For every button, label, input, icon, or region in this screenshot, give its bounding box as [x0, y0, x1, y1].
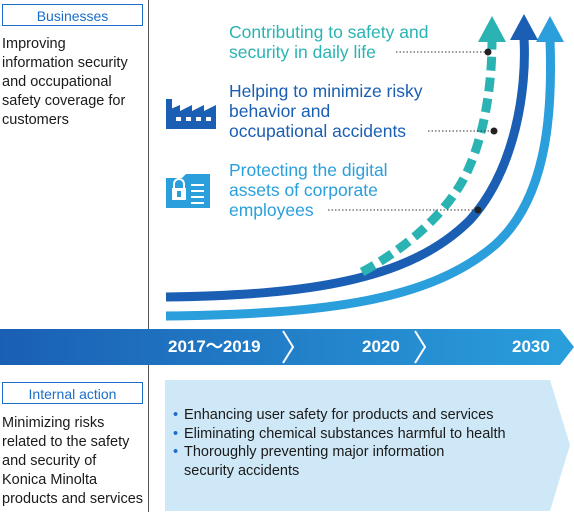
light-blue-arrow-curve	[165, 39, 556, 321]
action-line: Eliminating chemical substances harmful …	[184, 425, 506, 442]
timeline-label-2017-2019: 2017～2019	[168, 337, 261, 356]
leader-dot-2	[490, 127, 498, 135]
item-line: Helping to minimize risky	[229, 81, 423, 101]
action-line: Thoroughly preventing major information	[184, 444, 445, 460]
teal-dashed-arrow-head	[478, 16, 506, 42]
dark-blue-arrow-head	[510, 14, 538, 40]
item-line: security in daily life	[229, 42, 376, 62]
internal-line: Konica Minolta	[2, 472, 98, 488]
light-blue-arrow-head	[536, 16, 564, 42]
teal-dashed-arrow-curve	[359, 39, 497, 276]
leader-dot-1	[484, 48, 492, 56]
internal-action-label: Internal action	[2, 382, 143, 404]
businesses-description: Improving information security and occup…	[2, 35, 148, 130]
divider-top	[148, 0, 149, 329]
internal-line: products and services	[2, 491, 144, 507]
item-line: Protecting the digital	[229, 160, 388, 180]
item-protect-digital-assets: Protecting the digital assets of corpora…	[229, 160, 388, 220]
internal-line: and security of	[2, 453, 97, 469]
growth-arrows	[165, 14, 564, 321]
dark-blue-arrow-curve	[165, 37, 529, 302]
factory-icon	[166, 99, 216, 129]
businesses-line: safety coverage for	[2, 93, 126, 109]
businesses-line: and occupational	[2, 74, 112, 90]
item-line: employees	[229, 200, 314, 220]
item-safety-daily-life: Contributing to safety and security in d…	[229, 22, 428, 62]
item-line: occupational accidents	[229, 121, 407, 141]
divider-bottom	[148, 365, 149, 512]
businesses-line: information security	[2, 55, 128, 71]
businesses-line: Improving	[2, 36, 66, 52]
businesses-line: customers	[2, 112, 69, 128]
internal-line: related to the safety	[2, 434, 130, 450]
item-minimize-risky-behavior: Helping to minimize risky behavior and o…	[229, 81, 423, 141]
item-line: assets of corporate	[229, 180, 378, 200]
timeline-label-2020: 2020	[362, 337, 400, 356]
item-line: behavior and	[229, 101, 331, 121]
action-line: Enhancing user safety for products and s…	[184, 407, 494, 423]
action-item: Enhancing user safety for products and s…	[172, 406, 562, 425]
action-item: Thoroughly preventing major information …	[172, 443, 562, 480]
internal-description: Minimizing risks related to the safety a…	[2, 414, 148, 509]
secure-folder-icon	[166, 174, 210, 208]
action-item: Eliminating chemical substances harmful …	[172, 425, 562, 444]
leader-dot-3	[474, 206, 482, 214]
businesses-label: Businesses	[2, 4, 143, 26]
item-line: Contributing to safety and	[229, 22, 429, 42]
timeline-label-2030: 2030	[512, 337, 550, 356]
timeline-bar	[0, 329, 574, 365]
action-line: security accidents	[184, 462, 300, 479]
internal-line: Minimizing risks	[2, 415, 105, 431]
action-list: Enhancing user safety for products and s…	[172, 406, 562, 480]
